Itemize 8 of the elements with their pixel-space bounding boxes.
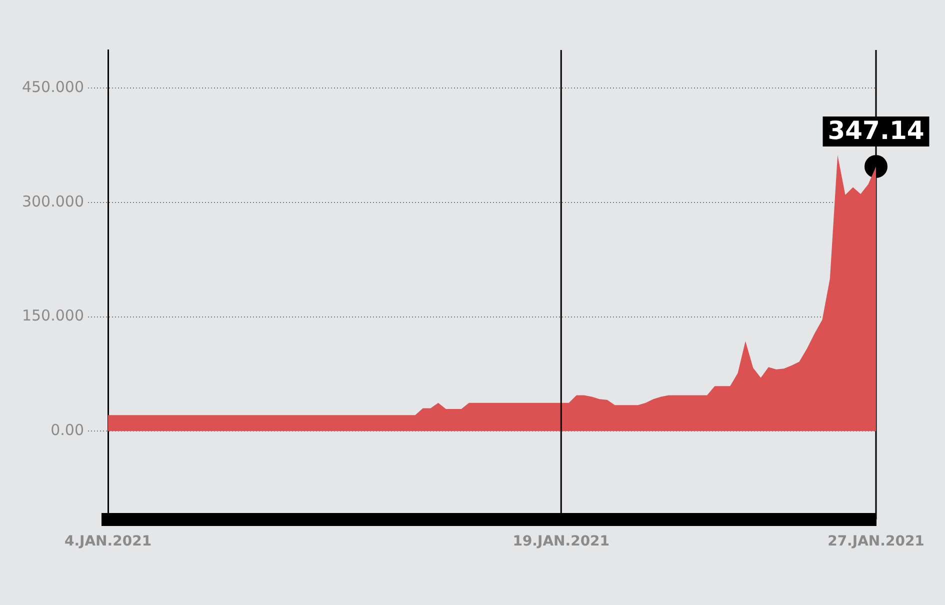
x-tick-label: 27.JAN.2021 — [828, 534, 924, 550]
data-label: 347.14 — [828, 116, 924, 146]
y-tick-label: 450.000 — [22, 78, 84, 96]
x-tick-label: 4.JAN.2021 — [64, 534, 152, 550]
y-tick-label: 150.000 — [22, 306, 84, 325]
y-tick-label: 300.000 — [22, 192, 84, 210]
y-tick-label: 0.00 — [50, 420, 84, 439]
x-tick-label: 19.JAN.2021 — [512, 534, 610, 550]
